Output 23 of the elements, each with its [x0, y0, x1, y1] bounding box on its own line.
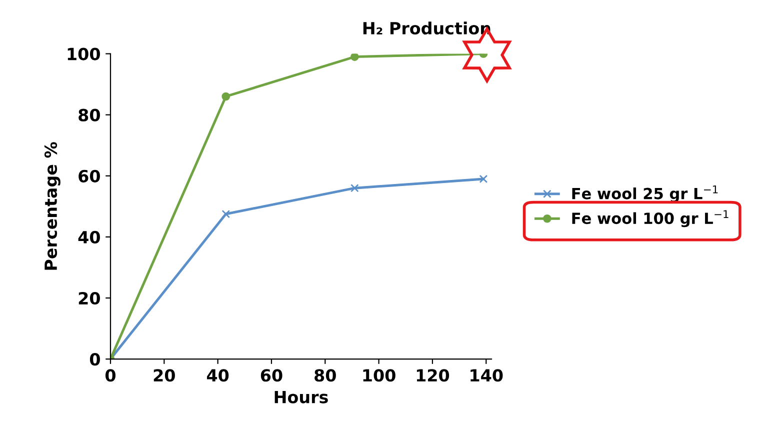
- y-tick-label: 20: [78, 292, 100, 305]
- y-tick-label: 0: [90, 353, 100, 366]
- point: [350, 54, 359, 61]
- legend-label: Fe wool 100 gr L$^{−1}$: [572, 210, 728, 228]
- x-tick-label: 40: [206, 369, 229, 382]
- x-tick-label: 60: [260, 369, 282, 382]
- y-tick-label: 60: [78, 170, 100, 182]
- y-tick-label: 100: [68, 48, 100, 60]
- y-tick-label: 80: [78, 108, 100, 122]
- x-tick-label: 80: [314, 369, 336, 382]
- x-tick-label: 20: [154, 369, 175, 382]
- x-tick-label: 100: [363, 369, 396, 382]
- point: [222, 210, 230, 218]
- point: [350, 184, 359, 192]
- x-tick-label: 140: [470, 369, 503, 382]
- point: [479, 174, 488, 184]
- x-tick-label: 0: [105, 369, 116, 382]
- y-axis-title: Percentage %: [44, 142, 60, 270]
- x-axis-title: Hours: [274, 390, 328, 404]
- chart-title: H₂ Production: [363, 22, 490, 35]
- x-tick-label: 120: [416, 369, 450, 382]
- y-tick-label: 40: [78, 230, 100, 244]
- point: [222, 92, 230, 101]
